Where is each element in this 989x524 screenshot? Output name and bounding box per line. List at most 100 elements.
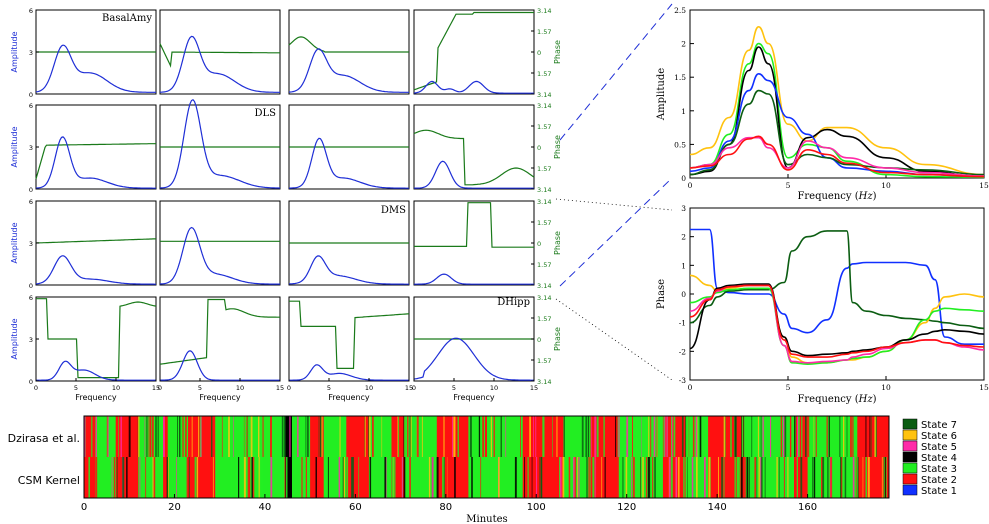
state-stripe (111, 457, 113, 498)
state-stripe (220, 416, 223, 457)
state-stripe (805, 416, 807, 457)
state-stripe (585, 416, 588, 457)
state-stripe (574, 457, 577, 498)
state-stripe (670, 457, 673, 498)
amplitude-tick-label: 0 (29, 91, 33, 99)
legend-label-state-2: State 2 (921, 475, 957, 486)
state-stripe (647, 457, 650, 498)
panel-r4-c2: 0 5 10 15 Frequency (158, 296, 284, 402)
state-stripe (535, 416, 537, 457)
phase-tick-label: 0 (537, 336, 541, 344)
state-stripe (885, 457, 887, 498)
series-line-state-6 (689, 274, 985, 364)
state-stripe (867, 457, 870, 498)
state-stripe (579, 457, 582, 498)
state-stripe (442, 457, 444, 498)
state-stripe (364, 416, 366, 457)
state-stripe (626, 416, 629, 457)
phase-curve (35, 143, 157, 180)
state-stripe (559, 457, 562, 498)
series-line-state-4 (689, 283, 985, 357)
state-stripe (858, 457, 861, 498)
state-stripe (358, 416, 360, 457)
state-stripe (826, 416, 828, 457)
amplitude-tick-label: 6 (29, 102, 33, 110)
state-stripe (618, 416, 620, 457)
phase-tick-label: 1.57 (537, 261, 551, 269)
state-stripe (869, 416, 871, 457)
state-stripe (369, 457, 372, 498)
state-stripe (163, 416, 165, 457)
state-stripe (818, 416, 820, 457)
state-stripe (233, 416, 234, 457)
panel-frame (413, 200, 535, 286)
state-stripe (401, 457, 403, 498)
state-stripe (578, 457, 580, 498)
state-stripe (721, 457, 723, 498)
state-stripe (563, 416, 565, 457)
state-stripe (110, 457, 113, 498)
series-line-state-3 (689, 287, 985, 366)
state-stripe (709, 416, 712, 457)
state-stripe (505, 416, 507, 457)
state-stripe (681, 416, 684, 457)
state-stripe (238, 457, 240, 498)
state-stripe (822, 457, 825, 498)
state-stripe (846, 416, 848, 457)
state-stripe (628, 416, 630, 457)
state-stripe (151, 416, 154, 457)
state-stripe (409, 416, 411, 457)
state-stripe (807, 416, 810, 457)
state-stripe (653, 416, 656, 457)
state-stripe (416, 416, 419, 457)
state-stripe (780, 416, 783, 457)
state-stripe (118, 416, 119, 457)
zoom-amplitude-ticks: 0 5 10 15 0 0.5 1 1.5 2 2.5 (674, 6, 989, 190)
state-stripe (631, 457, 632, 498)
state-stripe (230, 457, 233, 498)
x-tick-label: 0 (688, 181, 693, 190)
amplitude-curve (35, 255, 156, 285)
frequency-tick-label: 5 (452, 384, 456, 392)
zoom-amplitude-lines (689, 25, 985, 179)
panel-r2-c3 (288, 104, 410, 190)
frequency-tick-label: 10 (236, 384, 244, 392)
amplitude-axis-label: Amplitude (10, 222, 19, 263)
state-stripe (843, 416, 845, 457)
state-stripe (443, 416, 445, 457)
phase-curve (36, 298, 157, 379)
state-stripe (581, 416, 584, 457)
y-tick-label: 0 (681, 174, 686, 183)
state-stripe (527, 457, 529, 498)
state-stripe (884, 457, 886, 498)
state-stripe (758, 457, 760, 498)
state-stripe (617, 457, 619, 498)
state-stripe (829, 457, 831, 498)
state-stripe (748, 457, 750, 498)
state-stripe (844, 457, 847, 498)
state-stripe (283, 416, 286, 457)
state-stripe (270, 416, 272, 457)
state-stripe (149, 416, 151, 457)
amplitude-curve (413, 160, 534, 189)
series-line-state-5 (689, 136, 985, 177)
state-stripe (403, 457, 406, 498)
state-stripe (409, 457, 411, 498)
x-tick-label: 15 (979, 383, 989, 392)
state-stripe (603, 416, 605, 457)
state-stripe (601, 457, 603, 498)
state-stripe (446, 457, 448, 498)
state-stripe (652, 457, 654, 498)
zoom-phase-lines (689, 228, 985, 366)
state-stripe (542, 416, 545, 457)
phase-curve (35, 238, 157, 244)
series-line-state-7 (689, 230, 985, 330)
state-stripe (760, 416, 762, 457)
state-stripe (148, 416, 150, 457)
state-stripe (655, 416, 657, 457)
amplitude-tick-label: 6 (29, 7, 33, 15)
state-stripe (196, 457, 199, 498)
state-stripe (541, 457, 542, 498)
state-stripe (198, 416, 199, 457)
state-band (285, 416, 293, 498)
